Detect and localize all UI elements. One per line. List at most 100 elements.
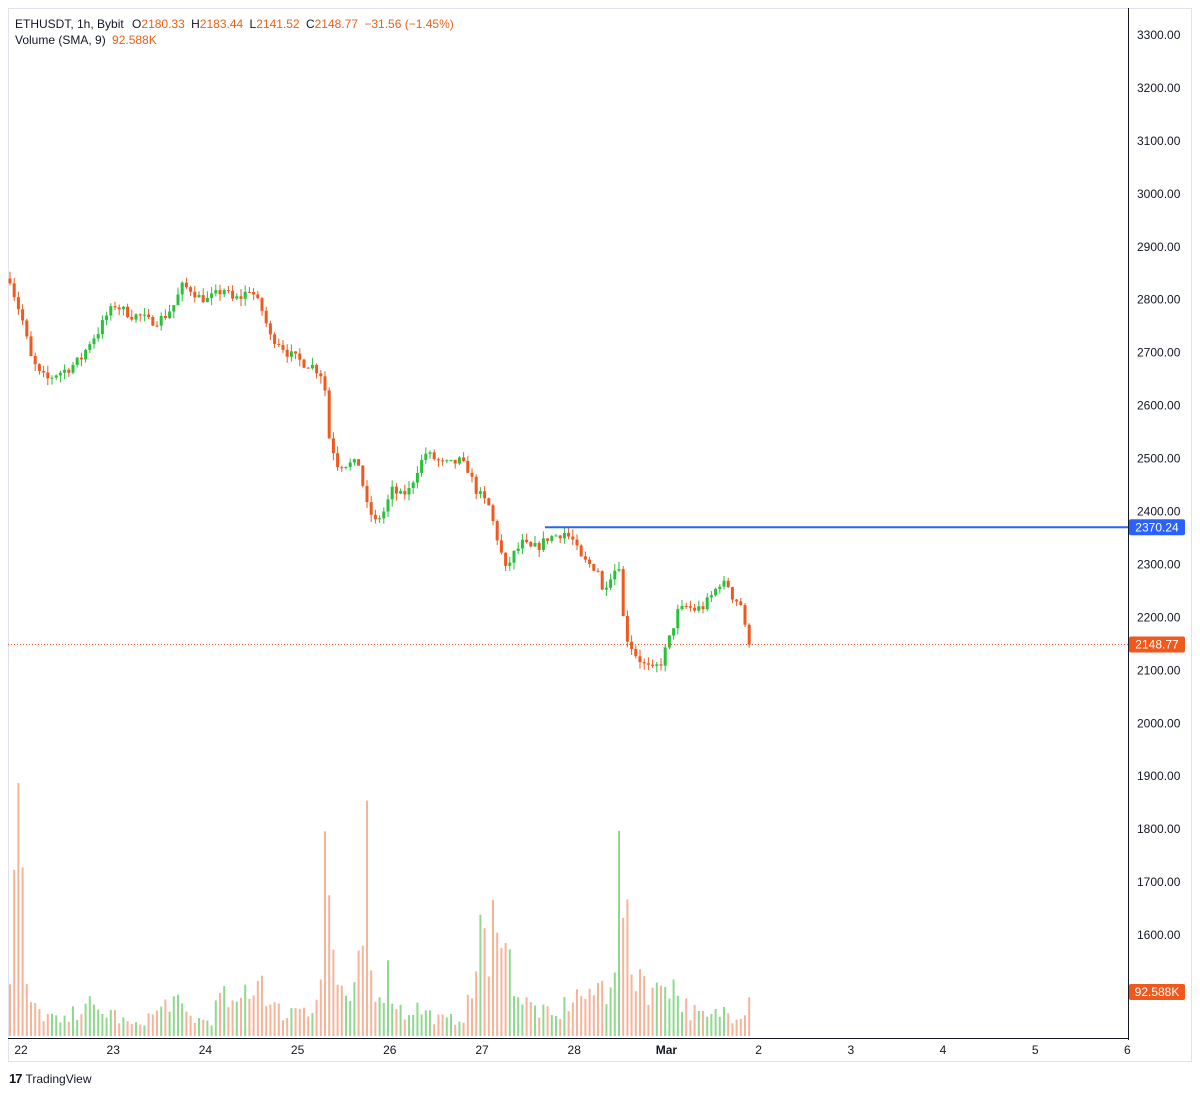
- x-tick-label: 27: [475, 1043, 489, 1057]
- last-price-label: 2148.77: [1129, 636, 1185, 653]
- candle-body: [369, 502, 373, 515]
- candle-body: [399, 491, 403, 494]
- volume-bar: [319, 979, 322, 1036]
- volume-bar: [361, 945, 364, 1036]
- candle-body: [562, 532, 566, 539]
- candle-body: [243, 291, 247, 299]
- volume-bar: [227, 1007, 230, 1036]
- volume-bar: [345, 995, 347, 1036]
- time-axis[interactable]: 22 23 24 25 26 27 28 Mar 2 3 4 5 6: [14, 1043, 1131, 1057]
- volume-bar: [647, 1004, 650, 1036]
- candle-body: [96, 334, 100, 339]
- volume-bar: [214, 1000, 217, 1036]
- candle-body: [168, 311, 172, 319]
- volume-bar: [580, 996, 583, 1036]
- volume-value-label-text: 92.588K: [1135, 985, 1180, 999]
- volume-bar: [328, 895, 331, 1036]
- volume-bar: [458, 1021, 461, 1036]
- volume-bar: [601, 980, 604, 1036]
- volume-bar: [51, 1013, 53, 1036]
- volume-bar: [114, 1010, 116, 1036]
- candle-body: [617, 569, 621, 571]
- y-tick-label: 2500.00: [1137, 452, 1181, 466]
- y-tick-label: 3100.00: [1137, 134, 1181, 148]
- tradingview-logo[interactable]: 17 TradingView: [9, 1071, 92, 1086]
- candle-body: [726, 580, 730, 588]
- volume-bar: [500, 947, 503, 1036]
- volume-bar: [508, 949, 511, 1036]
- candle-body: [226, 290, 230, 292]
- volume-bar: [122, 1017, 125, 1036]
- y-tick-label: 2900.00: [1137, 240, 1181, 254]
- volume-bar: [618, 830, 620, 1036]
- volume-bar: [97, 1009, 100, 1036]
- volume-bar: [88, 996, 91, 1036]
- volume-bar: [210, 1025, 213, 1036]
- volume-bar: [46, 1014, 49, 1036]
- volume-indicator-label[interactable]: Volume (SMA, 9): [15, 33, 106, 47]
- candle-body: [218, 290, 222, 295]
- candle-body: [638, 656, 642, 663]
- volume-bar: [626, 899, 629, 1036]
- volume-bar: [437, 1014, 440, 1036]
- low-label: L: [249, 17, 257, 31]
- volume-bar: [479, 914, 482, 1036]
- candle-body: [621, 569, 625, 617]
- volume-bar: [563, 996, 566, 1036]
- price-axis[interactable]: 3300.00 3200.00 3100.00 3000.00 2900.00 2800.…: [1137, 28, 1181, 942]
- volume-bar: [748, 997, 751, 1036]
- volume-bar: [693, 1004, 696, 1036]
- candle-body: [88, 344, 92, 350]
- candle-body: [142, 314, 146, 316]
- volume-bar: [387, 960, 389, 1036]
- candle-body: [252, 292, 256, 295]
- candle-body: [285, 349, 289, 357]
- volume-bar: [181, 1003, 184, 1036]
- volume-bar: [471, 998, 473, 1036]
- volume-bar: [702, 1010, 704, 1036]
- volume-bar: [265, 1006, 268, 1036]
- volume-bar: [286, 1018, 289, 1036]
- candle-body: [445, 460, 449, 462]
- volume-bar: [298, 1008, 301, 1036]
- volume-bar: [504, 943, 507, 1036]
- candle-body: [449, 459, 453, 461]
- x-tick-label: 2: [755, 1043, 762, 1057]
- candle-body: [193, 291, 197, 298]
- volume-bar: [206, 1020, 209, 1036]
- candle-body: [109, 306, 113, 316]
- volume-bar: [261, 975, 263, 1036]
- volume-bar: [13, 869, 16, 1036]
- volume-bar: [643, 976, 646, 1036]
- candle-body: [483, 491, 487, 499]
- candle-body: [239, 296, 243, 299]
- volume-bar: [718, 1016, 721, 1036]
- candle-body: [625, 616, 629, 642]
- candle-body: [743, 605, 747, 625]
- candle-body: [180, 282, 184, 295]
- x-tick-label: 3: [847, 1043, 854, 1057]
- volume-bar: [685, 998, 688, 1036]
- volume-bar: [55, 1015, 58, 1036]
- symbol-label[interactable]: ETHUSDT, 1h, Bybit: [15, 17, 124, 31]
- candle-body: [579, 545, 583, 557]
- volume-bar: [416, 1002, 419, 1036]
- candle-body: [37, 364, 41, 371]
- candle-body: [319, 373, 323, 377]
- candle-body: [646, 663, 650, 665]
- volume-bar: [660, 985, 662, 1036]
- volume-bar: [420, 1014, 423, 1036]
- volume-bar: [38, 1009, 41, 1036]
- candle-body: [378, 518, 382, 520]
- candle-body: [487, 498, 491, 506]
- close-value: 2148.77: [314, 17, 359, 31]
- volume-bar: [164, 999, 167, 1036]
- volume-bar: [534, 1005, 536, 1036]
- candle-body: [42, 370, 46, 373]
- axis-price-labels: 2370.24 2148.77 92.588K: [1129, 519, 1185, 1000]
- volume-bar: [424, 1010, 427, 1036]
- candle-body: [604, 587, 608, 590]
- y-tick-label: 1700.00: [1137, 875, 1181, 889]
- candle-body: [403, 491, 407, 495]
